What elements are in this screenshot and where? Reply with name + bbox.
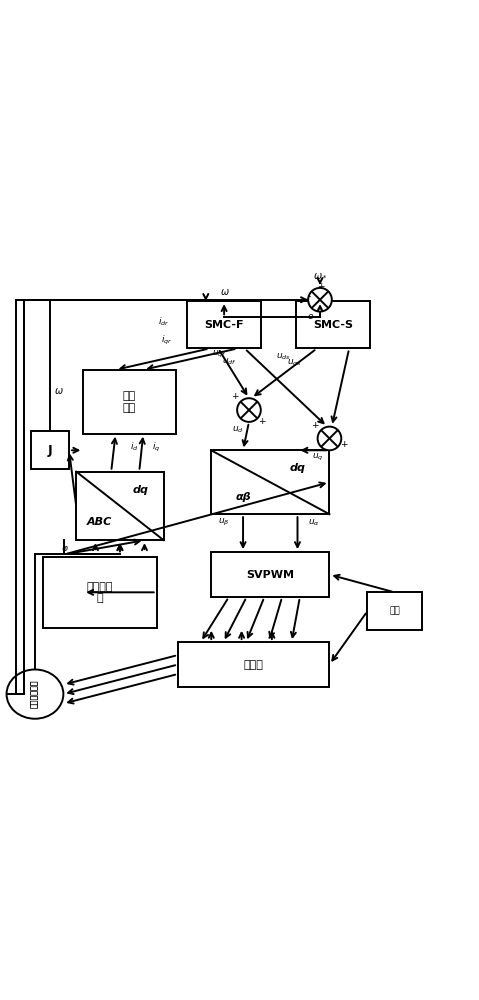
Bar xyxy=(367,592,422,630)
Text: +: + xyxy=(231,392,239,401)
Text: e: e xyxy=(308,312,313,321)
Text: $u_\beta$: $u_\beta$ xyxy=(218,517,229,528)
Text: 永磁同步电机: 永磁同步电机 xyxy=(31,680,39,708)
Text: $u_q$: $u_q$ xyxy=(312,452,323,463)
Text: 电源互感
器: 电源互感 器 xyxy=(87,582,113,603)
Text: $u_{df}$: $u_{df}$ xyxy=(222,356,237,367)
Text: 电源: 电源 xyxy=(389,607,400,616)
Text: dq: dq xyxy=(132,485,148,495)
Bar xyxy=(178,642,330,687)
Text: SMC-S: SMC-S xyxy=(313,320,353,330)
Ellipse shape xyxy=(7,669,63,719)
Bar xyxy=(76,472,164,540)
Text: $u_d$: $u_d$ xyxy=(232,425,244,435)
Bar xyxy=(31,431,69,469)
Text: SMC-F: SMC-F xyxy=(205,320,244,330)
Text: -: - xyxy=(308,292,311,301)
Text: $u_{qf}$: $u_{qf}$ xyxy=(212,349,227,360)
Text: dq: dq xyxy=(289,463,306,473)
Text: $i_{qr}$: $i_{qr}$ xyxy=(161,334,173,347)
Circle shape xyxy=(318,427,342,450)
Text: 永磁同步电机: 永磁同步电机 xyxy=(31,680,39,708)
Bar xyxy=(211,450,330,514)
Text: $i_d$: $i_d$ xyxy=(130,441,139,453)
Text: $u_{qs}$: $u_{qs}$ xyxy=(286,358,301,369)
Circle shape xyxy=(308,288,332,312)
Text: 变换器: 变换器 xyxy=(244,660,263,670)
Text: SVPWM: SVPWM xyxy=(246,570,294,580)
Text: αβ: αβ xyxy=(235,492,251,502)
Text: $\varphi$: $\varphi$ xyxy=(61,544,69,555)
Text: 比较
调节: 比较 调节 xyxy=(123,391,136,413)
Text: $i_{dr}$: $i_{dr}$ xyxy=(158,315,170,328)
Text: $u_{ds}$: $u_{ds}$ xyxy=(276,351,291,362)
Text: $u_\alpha$: $u_\alpha$ xyxy=(308,517,320,528)
Text: ABC: ABC xyxy=(87,517,113,527)
Bar xyxy=(43,557,157,628)
Text: +: + xyxy=(311,421,319,430)
Bar xyxy=(297,301,370,348)
Text: $\omega$: $\omega$ xyxy=(220,287,230,297)
Text: $\omega_*$: $\omega_*$ xyxy=(313,270,327,280)
Text: +: + xyxy=(340,440,347,449)
Text: $\omega$: $\omega$ xyxy=(54,386,64,396)
Text: $i_q$: $i_q$ xyxy=(151,440,160,454)
Bar xyxy=(83,370,176,434)
Text: +: + xyxy=(317,282,325,291)
Bar xyxy=(211,552,330,597)
Text: +: + xyxy=(259,417,266,426)
Circle shape xyxy=(237,398,261,422)
Bar xyxy=(187,301,261,348)
Text: J: J xyxy=(48,444,52,457)
